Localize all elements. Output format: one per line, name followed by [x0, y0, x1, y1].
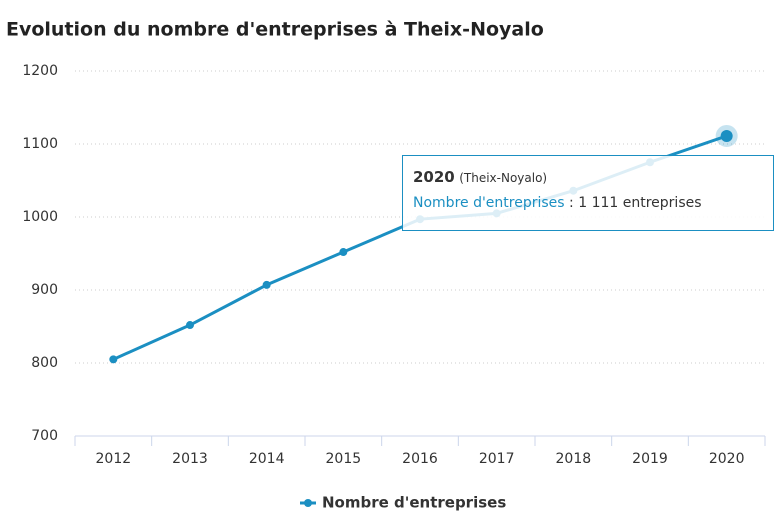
legend-label: Nombre d'entreprises [322, 494, 506, 512]
x-tick-label: 2012 [96, 451, 132, 467]
x-tick-label: 2019 [632, 451, 668, 467]
x-tick-label: 2017 [479, 451, 515, 467]
tooltip-separator: : [569, 195, 574, 211]
point [109, 355, 118, 364]
y-tick-label: 1200 [22, 63, 58, 79]
chart-title: Evolution du nombre d'entreprises à Thei… [6, 19, 544, 41]
y-tick-label: 900 [31, 282, 58, 298]
x-tick-label: 2015 [326, 451, 362, 467]
x-tick-label: 2018 [556, 451, 592, 467]
point [720, 129, 733, 142]
point [186, 321, 194, 330]
y-tick-label: 1000 [22, 209, 58, 225]
x-tick-label: 2013 [172, 451, 208, 467]
tooltip-value: 1 111 entreprises [578, 195, 702, 211]
y-tick-label: 1100 [22, 136, 58, 152]
y-tick-label: 800 [31, 355, 58, 371]
x-tick-label: 2020 [709, 451, 745, 467]
x-tick-label: 2016 [402, 451, 438, 467]
tooltip-subtitle: (Theix-Noyalo) [459, 171, 548, 185]
tooltip-label: Nombre d'entreprises [413, 195, 565, 211]
x-tick-label: 2014 [249, 451, 285, 467]
tooltip-title: 2020 [413, 168, 455, 186]
legend-marker [304, 499, 312, 507]
point [339, 248, 348, 257]
y-tick-label: 700 [31, 428, 58, 444]
tooltip: 2020 (Theix-Noyalo) Nombre d'entreprises… [402, 155, 774, 231]
point [262, 280, 271, 289]
